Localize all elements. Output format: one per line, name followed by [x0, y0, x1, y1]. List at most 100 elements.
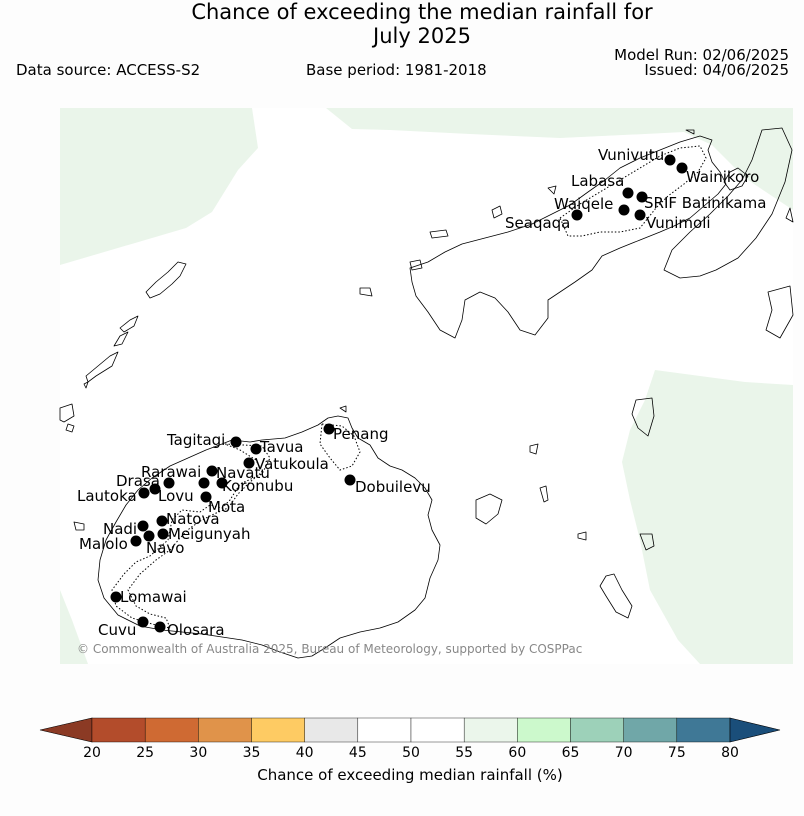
station-label-waiqele: Waiqele	[554, 195, 613, 213]
islet-c4	[639, 533, 655, 551]
islet-c7	[359, 287, 373, 297]
colorbar-tick-label: 70	[614, 745, 633, 761]
station-dot-tagitagi	[230, 436, 242, 448]
colorbar-tick-label: 45	[348, 745, 367, 761]
lau-coast	[663, 127, 793, 279]
colorbar-tick-label: 50	[402, 745, 420, 761]
station-dot-navo	[143, 530, 155, 542]
colorbar-segment	[623, 717, 678, 743]
station-label-meigunyah: Meigunyah	[168, 525, 250, 543]
station-label-drasa: Drasa	[116, 472, 160, 490]
colorbar-ticks: 20 25 30 35 40 45 50 55 60 65 70 75 80	[0, 745, 804, 763]
colorbar-segment	[144, 717, 199, 743]
west-islet-3	[73, 521, 85, 531]
station-dot-nadi	[137, 520, 149, 532]
station-label-cuvu: Cuvu	[98, 621, 136, 639]
ovalau-coast	[475, 493, 503, 525]
catchment-vanua-levu	[559, 145, 707, 237]
islet-c5	[631, 397, 655, 437]
station-label-koronubu: Koronubu	[222, 477, 293, 495]
vl-islet-4	[547, 185, 557, 195]
vl-islet-5	[685, 129, 695, 135]
station-label-navatu: Navatu	[216, 464, 270, 482]
viti-levu-coast	[97, 415, 441, 659]
station-dot-waiqele	[618, 204, 630, 216]
station-dot-vunivutu	[664, 154, 676, 166]
colorbar-tick-label: 40	[295, 745, 314, 761]
station-label-navo: Navo	[146, 539, 184, 557]
yasawa-coast	[145, 261, 187, 299]
station-dot-wainikoro	[676, 162, 688, 174]
station-label-penang: Penang	[333, 425, 388, 443]
colorbar-segment	[91, 717, 146, 743]
station-label-seaqaqa: Seaqaqa	[505, 214, 570, 232]
colorbar-tick-label: 55	[455, 745, 474, 761]
shade-southwest	[60, 590, 88, 664]
station-dot-natova	[156, 515, 168, 527]
station-dot-vunimoli	[634, 209, 646, 221]
station-dot-rarawai	[206, 465, 218, 477]
station-dot-srif-batinikama	[636, 191, 648, 203]
colorbar	[39, 717, 781, 743]
station-labels: Vunivutu Wainikoro Labasa Waiqele SRIF Batin…	[77, 146, 766, 639]
station-label-lomawai: Lomawai	[120, 588, 187, 606]
station-dot-cuvu	[137, 616, 149, 628]
colorbar-under-arrow	[39, 717, 93, 743]
station-label-lovu: Lovu	[158, 487, 194, 505]
colorbar-segment	[251, 717, 305, 743]
station-dot-lomawai	[110, 591, 122, 603]
station-label-wainikoro: Wainikoro	[686, 168, 759, 186]
vl-islet-2	[409, 259, 423, 271]
station-dot-labasa	[622, 187, 634, 199]
colorbar-segment	[357, 717, 412, 743]
copyright-notice: © Commonwealth of Australia 2025, Bureau…	[77, 642, 582, 656]
east-islet-2	[785, 207, 794, 223]
station-dot-navatu	[216, 477, 228, 489]
vl-islet-1	[429, 229, 449, 239]
station-dot-koronubu	[163, 477, 175, 489]
colorbar-tick-label: 75	[667, 745, 686, 761]
yasawa-islet-1	[119, 315, 139, 333]
colorbar-tick-label: 35	[242, 745, 261, 761]
taveuni-coast	[723, 167, 749, 191]
title-line-1: Chance of exceeding the median rainfall …	[191, 0, 653, 24]
station-dot-dobuilevu	[344, 474, 356, 486]
colorbar-tick-label: 65	[561, 745, 580, 761]
islet-c1	[529, 443, 539, 455]
colorbar-tick-label: 20	[83, 745, 101, 761]
catchment-penang	[319, 423, 361, 471]
colorbar-over-arrow	[729, 717, 781, 743]
station-dot-drasa	[149, 483, 161, 495]
colorbar-segment	[304, 717, 359, 743]
shade-east	[622, 370, 793, 664]
station-dot-lautoka	[138, 487, 150, 499]
station-label-lautoka: Lautoka	[77, 487, 137, 505]
station-dot-lovu	[198, 477, 210, 489]
colorbar-segment	[517, 717, 571, 743]
station-label-tavua: Tavua	[259, 438, 303, 456]
base-period: Base period: 1981-2018	[306, 61, 487, 79]
station-label-vatukoula: Vatukoula	[255, 455, 329, 473]
colorbar-tick-label: 30	[189, 745, 208, 761]
shade-northwest	[60, 108, 258, 265]
station-label-srif-batinikama: SRIF Batinikama	[644, 194, 766, 212]
yasawa-islet-4	[83, 381, 89, 389]
station-label-mota: Mota	[208, 498, 245, 516]
yasawa-islet-3	[113, 331, 129, 347]
colorbar-segment	[676, 717, 731, 743]
station-markers	[110, 154, 688, 633]
colorbar-segment	[410, 717, 465, 743]
station-label-vunivutu: Vunivutu	[598, 146, 664, 164]
station-label-nadi: Nadi	[103, 520, 137, 538]
map-title: Chance of exceeding the median rainfall …	[0, 0, 804, 48]
yasawa-islet-2	[85, 351, 119, 383]
vanua-levu-coast	[409, 135, 727, 339]
colorbar-label: Chance of exceeding median rainfall (%)	[257, 766, 563, 784]
east-islet-1	[765, 285, 794, 339]
islet-c6	[599, 573, 633, 619]
station-label-labasa: Labasa	[571, 172, 624, 190]
islet-c3	[577, 531, 587, 541]
shade-north	[326, 108, 793, 210]
colorbar-segment	[198, 717, 252, 743]
station-dot-seaqaqa	[571, 209, 583, 221]
